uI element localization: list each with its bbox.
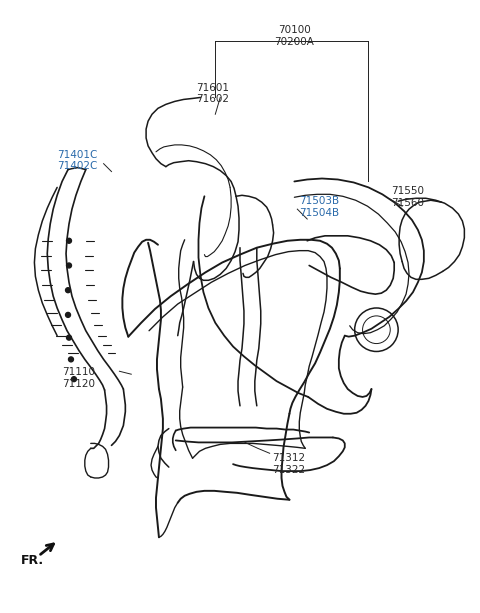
Text: 71503B
71504B: 71503B 71504B [300, 196, 339, 218]
Circle shape [67, 335, 72, 340]
Text: FR.: FR. [21, 554, 44, 567]
Circle shape [69, 357, 73, 362]
Text: 71601
71602: 71601 71602 [196, 83, 229, 104]
Text: 70100
70200A: 70100 70200A [275, 25, 314, 47]
Circle shape [66, 313, 71, 318]
Circle shape [66, 287, 71, 292]
Text: 71110
71120: 71110 71120 [62, 367, 95, 389]
Text: 71312
71322: 71312 71322 [272, 453, 305, 475]
Circle shape [72, 376, 76, 382]
Circle shape [67, 263, 72, 268]
Text: 71401C
71402C: 71401C 71402C [57, 150, 97, 172]
Circle shape [67, 238, 72, 243]
Text: 71550
71560: 71550 71560 [391, 186, 424, 208]
